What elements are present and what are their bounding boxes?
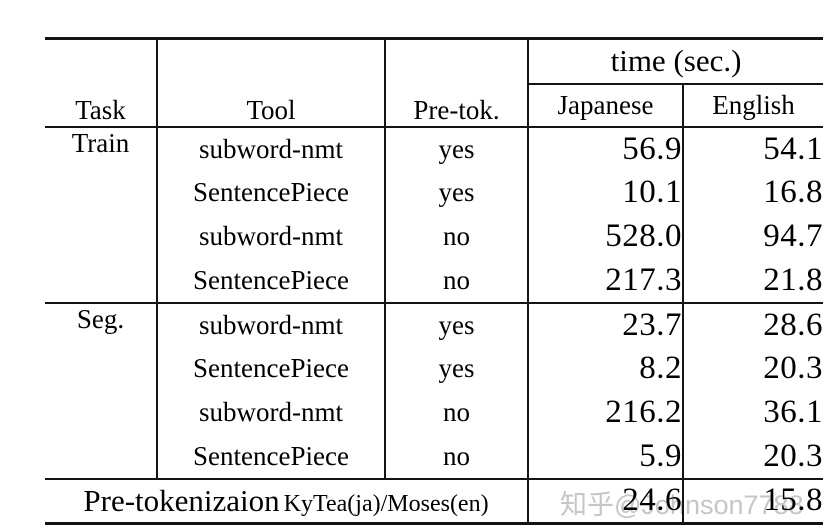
- table-row: SentencePiece yes 8.2 20.3: [45, 346, 824, 391]
- table-row: Train subword-nmt yes 56.9 54.1: [45, 126, 824, 171]
- table-row: subword-nmt no 528.0 94.7: [45, 214, 824, 259]
- header-time-group: time (sec.): [526, 38, 824, 85]
- pretok-cell: yes: [384, 301, 528, 347]
- time-japanese-cell: 528.0: [527, 214, 683, 259]
- table-row: SentencePiece no 5.9 20.3: [45, 434, 824, 479]
- time-english-cell: 21.8: [681, 258, 824, 303]
- pretok-cell: no: [384, 390, 528, 435]
- header-row-langs: Japanese English: [45, 83, 824, 128]
- time-japanese-cell: 216.2: [527, 390, 683, 435]
- footer-japanese: 24.6: [527, 477, 683, 524]
- pretok-cell: yes: [384, 346, 528, 391]
- tool-cell: SentencePiece: [156, 258, 385, 303]
- footer-label: Pre-tokenizaion: [83, 482, 280, 518]
- time-english-cell: 20.3: [681, 346, 824, 391]
- time-english-cell: 16.8: [681, 170, 824, 215]
- footer-row: Pre-tokenizaion KyTea(ja)/Moses(en) 24.6…: [45, 477, 824, 524]
- table-row: SentencePiece yes 10.1 16.8: [45, 170, 824, 215]
- header-pretok: Pre-tok.: [384, 38, 528, 128]
- footer-label-cell: Pre-tokenizaion KyTea(ja)/Moses(en): [45, 477, 528, 524]
- time-english-cell: 20.3: [681, 434, 824, 479]
- tool-cell: SentencePiece: [156, 434, 385, 479]
- tool-cell: subword-nmt: [156, 301, 385, 347]
- table-row: subword-nmt no 216.2 36.1: [45, 390, 824, 435]
- header-row-group: Task Tool Pre-tok. time (sec.): [45, 38, 824, 128]
- timing-table: Task Tool Pre-tok. time (sec.) Japanese …: [45, 37, 824, 525]
- task-cell: Train: [71, 127, 130, 158]
- tool-cell: subword-nmt: [156, 390, 385, 435]
- time-japanese-cell: 217.3: [527, 258, 683, 303]
- pretok-cell: yes: [384, 126, 528, 171]
- footer-label-detail: KyTea(ja)/Moses(en): [283, 490, 489, 517]
- time-japanese-cell: 8.2: [527, 346, 683, 391]
- time-english-cell: 94.7: [681, 214, 824, 259]
- tool-cell: subword-nmt: [156, 126, 385, 171]
- header-task: Task: [45, 38, 157, 128]
- time-english-cell: 36.1: [681, 390, 824, 435]
- tool-cell: SentencePiece: [156, 170, 385, 215]
- tool-cell: SentencePiece: [156, 346, 385, 391]
- pretok-cell: no: [384, 434, 528, 479]
- watermark: 知乎@Johnson7788: [560, 490, 804, 520]
- header-japanese: Japanese: [527, 83, 683, 128]
- table-row: SentencePiece no 217.3 21.8: [45, 258, 824, 303]
- time-japanese-cell: 23.7: [527, 301, 683, 347]
- time-english-cell: 54.1: [681, 126, 824, 171]
- timing-table-container: Task Tool Pre-tok. time (sec.) Japanese …: [45, 37, 824, 525]
- time-japanese-cell: 5.9: [527, 434, 683, 479]
- footer-english: 15.8: [681, 477, 824, 524]
- header-english: English: [681, 83, 824, 128]
- table-row: Seg. subword-nmt yes 23.7 28.6: [45, 301, 824, 479]
- tool-cell: subword-nmt: [156, 214, 385, 259]
- pretok-cell: yes: [384, 170, 528, 215]
- task-cell: Seg.: [45, 301, 157, 479]
- time-english-cell: 28.6: [681, 301, 824, 347]
- header-tool: Tool: [156, 38, 385, 128]
- time-japanese-cell: 56.9: [527, 126, 683, 171]
- pretok-cell: no: [384, 214, 528, 259]
- pretok-cell: no: [384, 258, 528, 303]
- time-japanese-cell: 10.1: [527, 170, 683, 215]
